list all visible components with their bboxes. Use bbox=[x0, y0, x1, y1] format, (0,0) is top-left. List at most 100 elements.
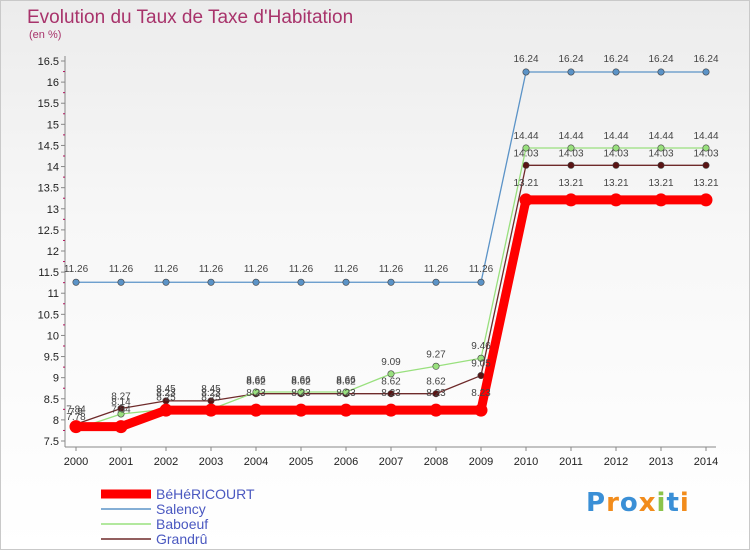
data-label: 16.24 bbox=[558, 54, 583, 65]
data-label: 8.62 bbox=[336, 377, 356, 388]
data-label: 11.26 bbox=[109, 264, 134, 275]
y-tick-label: 13.5 bbox=[38, 183, 59, 195]
data-label: 8.23 bbox=[201, 388, 221, 399]
data-label: 8.62 bbox=[381, 377, 401, 388]
data-label: 8.66 bbox=[336, 375, 356, 386]
data-point bbox=[657, 161, 665, 169]
data-point bbox=[207, 278, 215, 286]
data-label: 14.44 bbox=[513, 131, 538, 142]
data-label: 8.25 bbox=[156, 392, 176, 403]
data-label: 11.26 bbox=[334, 264, 359, 275]
data-point bbox=[567, 161, 575, 169]
y-tick-label: 10.5 bbox=[38, 309, 59, 321]
x-tick-label: 2005 bbox=[289, 456, 313, 468]
data-label: 13.21 bbox=[558, 178, 583, 189]
data-label: 8.27 bbox=[111, 391, 131, 402]
x-tick-label: 2003 bbox=[199, 456, 223, 468]
data-label: 8.23 bbox=[246, 388, 266, 399]
data-label: 11.26 bbox=[289, 264, 314, 275]
data-point bbox=[699, 193, 713, 207]
data-point bbox=[702, 161, 710, 169]
y-tick-label: 14 bbox=[47, 162, 59, 174]
data-point bbox=[114, 420, 128, 434]
data-label: 13.21 bbox=[513, 178, 538, 189]
legend-label-0: BéHéRICOURT bbox=[156, 486, 255, 502]
data-label: 8.23 bbox=[336, 388, 356, 399]
data-point bbox=[252, 388, 260, 396]
data-label: 7.78 bbox=[66, 412, 86, 423]
x-tick-label: 2004 bbox=[244, 456, 268, 468]
data-label: 8.23 bbox=[471, 388, 491, 399]
data-point bbox=[339, 403, 353, 417]
data-point bbox=[519, 193, 533, 207]
data-point bbox=[159, 403, 173, 417]
data-point bbox=[564, 193, 578, 207]
y-tick-label: 7.5 bbox=[44, 436, 59, 448]
data-point bbox=[657, 68, 665, 76]
data-label: 7.9 bbox=[69, 407, 83, 418]
data-point bbox=[342, 388, 350, 396]
y-tick-label: 10 bbox=[47, 330, 59, 342]
y-tick-label: 16 bbox=[47, 77, 59, 89]
data-label: 11.26 bbox=[469, 264, 494, 275]
legend-label-3: Grandrû bbox=[156, 531, 207, 547]
logo-letter: r bbox=[606, 488, 620, 518]
data-point bbox=[477, 372, 485, 380]
y-tick-label: 9 bbox=[53, 373, 59, 385]
data-label: 16.24 bbox=[693, 54, 718, 65]
data-point bbox=[657, 144, 665, 152]
data-label: 8.66 bbox=[246, 375, 266, 386]
data-label: 16.24 bbox=[648, 54, 673, 65]
data-point bbox=[522, 161, 530, 169]
y-tick-label: 15 bbox=[47, 119, 59, 131]
data-point bbox=[609, 193, 623, 207]
y-tick-label: 13 bbox=[47, 204, 59, 216]
data-label: 14.03 bbox=[513, 148, 538, 159]
data-label: 11.26 bbox=[199, 264, 224, 275]
data-label: 11.26 bbox=[154, 264, 179, 275]
y-tick-label: 11.5 bbox=[38, 267, 59, 279]
data-label: 11.26 bbox=[64, 264, 89, 275]
data-point bbox=[432, 390, 440, 398]
data-label: 14.44 bbox=[558, 131, 583, 142]
data-point bbox=[117, 410, 125, 418]
x-tick-label: 2006 bbox=[334, 456, 358, 468]
data-point bbox=[429, 403, 443, 417]
data-label: 8.25 bbox=[201, 392, 221, 403]
logo-letter: t bbox=[666, 488, 680, 518]
data-label: 8.62 bbox=[246, 377, 266, 388]
data-label: 9.46 bbox=[471, 341, 491, 352]
data-label: 13.21 bbox=[648, 178, 673, 189]
unit-label: (en %) bbox=[29, 29, 62, 41]
data-label: 8.23 bbox=[156, 388, 176, 399]
x-tick-label: 2011 bbox=[559, 456, 583, 468]
data-point bbox=[387, 278, 395, 286]
data-point bbox=[72, 278, 80, 286]
y-tick-label: 16.5 bbox=[38, 56, 59, 68]
x-tick-label: 2002 bbox=[154, 456, 178, 468]
data-label: 14.44 bbox=[693, 131, 718, 142]
x-tick-label: 2000 bbox=[64, 456, 88, 468]
data-point bbox=[162, 278, 170, 286]
data-point bbox=[249, 403, 263, 417]
data-point bbox=[384, 403, 398, 417]
data-label: 8.62 bbox=[426, 377, 446, 388]
logo-letter: P bbox=[586, 488, 607, 518]
data-point bbox=[612, 144, 620, 152]
data-point bbox=[297, 388, 305, 396]
x-tick-label: 2001 bbox=[109, 456, 133, 468]
y-tick-label: 14.5 bbox=[38, 140, 59, 152]
data-point bbox=[294, 403, 308, 417]
y-tick-label: 12 bbox=[47, 246, 59, 258]
data-label: 8.23 bbox=[291, 388, 311, 399]
data-point bbox=[297, 278, 305, 286]
data-point bbox=[477, 354, 485, 362]
data-label: 11.26 bbox=[424, 264, 449, 275]
data-point bbox=[522, 144, 530, 152]
data-point bbox=[387, 370, 395, 378]
x-tick-label: 2010 bbox=[514, 456, 538, 468]
data-label: 11.26 bbox=[244, 264, 269, 275]
data-point bbox=[522, 68, 530, 76]
data-label: 14.03 bbox=[558, 148, 583, 159]
data-point bbox=[204, 403, 218, 417]
